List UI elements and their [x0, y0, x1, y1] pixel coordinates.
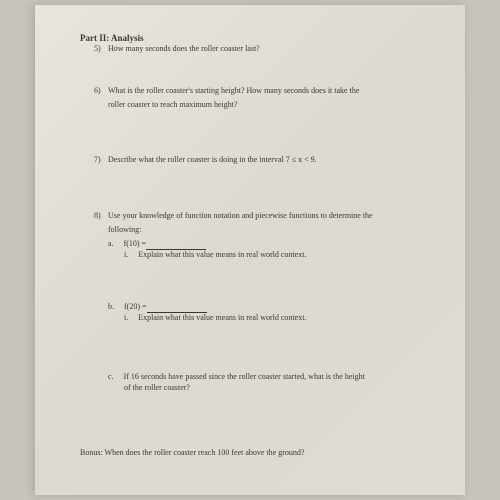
q8a-function: f(10) =	[124, 239, 147, 248]
question-8: 8)Use your knowledge of function notatio…	[80, 211, 425, 222]
q8-text-line1: Use your knowledge of function notation …	[108, 211, 373, 220]
q5-number: 5)	[94, 44, 108, 55]
answer-space	[80, 58, 425, 86]
blank-line	[147, 305, 207, 313]
q8b-label: b.	[108, 302, 114, 311]
q8a-i-label: i.	[124, 250, 128, 259]
q8-line2: following:	[80, 225, 425, 236]
q7-number: 7)	[94, 155, 108, 166]
q8c-line2: of the roller coaster?	[80, 383, 425, 394]
answer-space	[80, 324, 425, 372]
q7-text: Describe what the roller coaster is doin…	[108, 155, 317, 164]
answer-space	[80, 260, 425, 302]
question-7: 7)Describe what the roller coaster is do…	[80, 155, 425, 166]
q8b-explain: i. Explain what this value means in real…	[80, 313, 425, 324]
q8a-label: a.	[108, 239, 114, 248]
bonus-question: Bonus: When does the roller coaster reac…	[80, 448, 425, 459]
q6-number: 6)	[94, 86, 108, 97]
q8-part-b: b. f(20) =	[80, 302, 425, 313]
q6-text-line1: What is the roller coaster's starting he…	[108, 86, 359, 95]
q8-part-c: c. If 16 seconds have passed since the r…	[80, 372, 425, 383]
question-5: 5)How many seconds does the roller coast…	[80, 44, 425, 55]
answer-space	[80, 394, 425, 442]
q8b-function: f(20) =	[124, 302, 147, 311]
q8a-i-text: Explain what this value means in real wo…	[138, 250, 306, 259]
question-6: 6)What is the roller coaster's starting …	[80, 86, 425, 97]
worksheet-paper: Part II: Analysis 5)How many seconds doe…	[35, 5, 465, 495]
q8c-line1: If 16 seconds have passed since the roll…	[124, 372, 365, 381]
q6-line2: roller coaster to reach maximum height?	[80, 100, 425, 111]
blank-line	[146, 242, 206, 250]
q8b-i-text: Explain what this value means in real wo…	[138, 313, 306, 322]
answer-space	[80, 113, 425, 155]
section-header: Part II: Analysis	[80, 33, 425, 43]
q8c-label: c.	[108, 372, 114, 381]
q5-text: How many seconds does the roller coaster…	[108, 44, 260, 53]
q8a-explain: i. Explain what this value means in real…	[80, 250, 425, 261]
q8-number: 8)	[94, 211, 108, 222]
q8-part-a: a. f(10) =	[80, 239, 425, 250]
answer-space	[80, 169, 425, 211]
q8b-i-label: i.	[124, 313, 128, 322]
